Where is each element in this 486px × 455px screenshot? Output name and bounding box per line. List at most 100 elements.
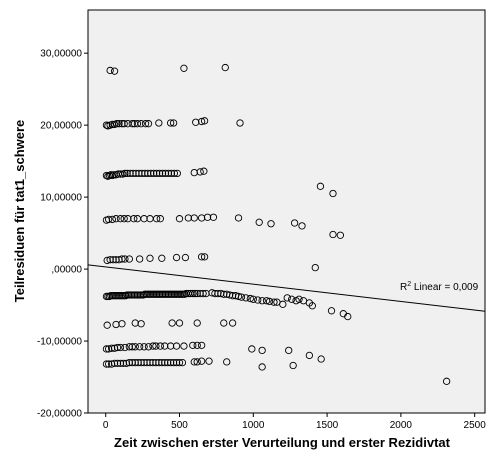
x-tick-label: 2000 bbox=[390, 420, 413, 431]
data-point bbox=[189, 289, 197, 298]
data-point bbox=[329, 189, 337, 198]
data-point bbox=[169, 119, 178, 127]
data-point bbox=[172, 358, 181, 367]
data-point bbox=[106, 66, 114, 75]
x-axis-title: Zeit zwischen erster Verurteilung und er… bbox=[114, 435, 451, 450]
data-point bbox=[178, 358, 187, 367]
data-point bbox=[285, 346, 293, 355]
data-point bbox=[316, 182, 325, 190]
data-point bbox=[149, 358, 157, 367]
data-point bbox=[298, 222, 306, 230]
data-point bbox=[175, 215, 184, 223]
data-point bbox=[156, 342, 164, 350]
data-point bbox=[152, 358, 160, 367]
data-point bbox=[103, 321, 111, 329]
data-point bbox=[175, 358, 184, 367]
data-point bbox=[116, 359, 125, 367]
data-point bbox=[221, 63, 229, 72]
x-tick-label: 2500 bbox=[464, 420, 486, 431]
data-point bbox=[120, 215, 128, 223]
data-point bbox=[143, 358, 151, 367]
data-point bbox=[442, 377, 451, 385]
x-axis: 0 500 1000 1500 2000 2500 bbox=[103, 413, 486, 431]
data-point bbox=[254, 296, 262, 304]
data-point bbox=[262, 297, 271, 305]
y-tick-label: ,00000 bbox=[51, 265, 82, 276]
data-point bbox=[144, 169, 152, 178]
data-point bbox=[132, 169, 140, 178]
data-point bbox=[135, 169, 143, 178]
data-point bbox=[197, 117, 206, 126]
y-tick-label: 30,00000 bbox=[40, 49, 82, 60]
data-point bbox=[128, 343, 136, 351]
data-point bbox=[327, 307, 336, 315]
data-point bbox=[136, 343, 144, 351]
data-point bbox=[279, 300, 287, 308]
data-point bbox=[166, 119, 175, 127]
data-point bbox=[152, 342, 160, 350]
data-point bbox=[134, 358, 142, 367]
data-point bbox=[131, 358, 139, 367]
data-point bbox=[220, 319, 228, 327]
data-point bbox=[236, 119, 244, 127]
data-point bbox=[120, 120, 128, 128]
data-point bbox=[329, 230, 337, 239]
data-point bbox=[140, 358, 148, 367]
data-point bbox=[172, 253, 181, 262]
data-point bbox=[115, 120, 123, 128]
data-point bbox=[242, 294, 250, 302]
data-point bbox=[190, 214, 198, 222]
data-point bbox=[137, 320, 145, 328]
data-point bbox=[110, 67, 119, 75]
data-point bbox=[258, 363, 266, 371]
data-point bbox=[149, 342, 157, 350]
data-point bbox=[180, 64, 188, 72]
data-point bbox=[112, 215, 120, 223]
data-point bbox=[265, 297, 274, 306]
data-point bbox=[118, 255, 126, 263]
x-tick-label: 0 bbox=[103, 420, 109, 431]
data-point bbox=[255, 218, 263, 226]
data-point bbox=[196, 168, 204, 176]
data-point bbox=[270, 298, 278, 306]
data-point bbox=[336, 231, 345, 239]
data-point bbox=[125, 358, 133, 367]
data-point bbox=[168, 319, 176, 327]
data-point bbox=[199, 289, 207, 298]
data-point bbox=[144, 343, 153, 351]
data-point bbox=[118, 120, 126, 128]
data-point bbox=[146, 358, 154, 367]
data-point bbox=[197, 341, 206, 350]
data-point bbox=[123, 169, 131, 178]
data-point bbox=[344, 312, 352, 321]
data-point bbox=[205, 357, 213, 365]
y-axis: 30,00000 20,00000 10,00000 ,00000 -10,00000 -… bbox=[37, 49, 88, 420]
data-point bbox=[289, 361, 297, 370]
data-point bbox=[124, 215, 132, 223]
data-point bbox=[116, 343, 125, 352]
data-point bbox=[140, 215, 148, 223]
data-point bbox=[197, 357, 206, 365]
data-point bbox=[161, 342, 169, 350]
data-point bbox=[267, 220, 275, 228]
data-point bbox=[138, 169, 146, 178]
data-point bbox=[128, 358, 136, 367]
data-point bbox=[189, 341, 197, 350]
data-point bbox=[311, 263, 319, 272]
data-point bbox=[193, 341, 201, 350]
data-point bbox=[166, 358, 175, 367]
data-point bbox=[125, 255, 133, 263]
data-point bbox=[113, 359, 122, 367]
data-point bbox=[150, 169, 158, 178]
data-point bbox=[152, 215, 161, 223]
data-points bbox=[102, 63, 451, 385]
data-point bbox=[258, 297, 266, 305]
data-point bbox=[146, 254, 154, 262]
data-point bbox=[158, 254, 166, 262]
data-point bbox=[133, 120, 142, 128]
data-point bbox=[203, 213, 212, 221]
data-point bbox=[118, 320, 126, 328]
data-point bbox=[196, 289, 204, 298]
data-point bbox=[131, 343, 139, 351]
data-point bbox=[290, 219, 299, 227]
